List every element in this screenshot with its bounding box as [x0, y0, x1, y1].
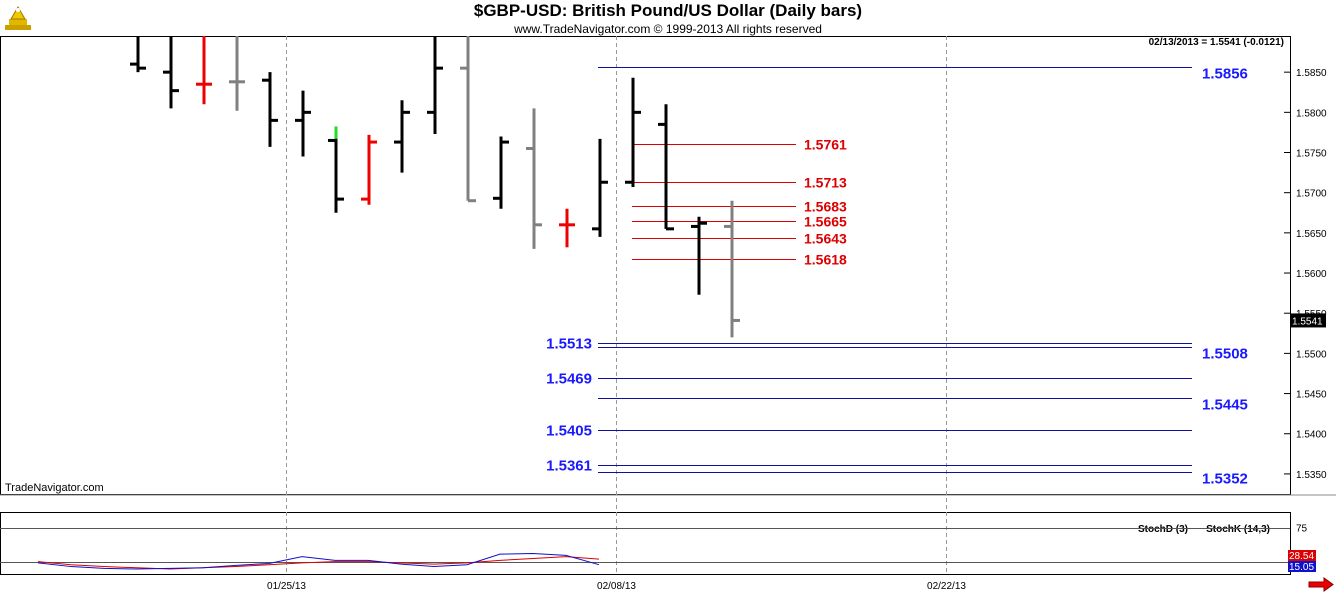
resistance-label: 1.5665	[804, 214, 847, 230]
x-tick-label: 02/08/13	[597, 581, 636, 592]
stoch-k-value-box	[1288, 561, 1316, 572]
support-label: 1.5856	[1202, 66, 1248, 83]
x-tick-label: 01/25/13	[267, 581, 306, 592]
resistance-label: 1.5683	[804, 199, 847, 215]
brand-label: TradeNavigator.com	[5, 482, 104, 494]
y-tick-label: 1.5500	[1296, 349, 1327, 360]
resistance-label: 1.5618	[804, 252, 847, 268]
resistance-label: 1.5713	[804, 175, 847, 191]
last-price-box	[1290, 313, 1326, 328]
stochastic-panel-frame	[0, 512, 1291, 575]
support-label: 1.5445	[1202, 397, 1248, 414]
y-tick-label: 1.5700	[1296, 189, 1327, 200]
y-tick-label: 1.5850	[1296, 68, 1327, 79]
stoch-tick-label: 75	[1296, 524, 1308, 535]
y-tick-label: 1.5600	[1296, 269, 1327, 280]
scroll-right-arrow-icon[interactable]	[1308, 577, 1334, 592]
y-tick-label: 1.5650	[1296, 229, 1327, 240]
y-tick-label: 1.5750	[1296, 149, 1327, 160]
chart-title: $GBP-USD: British Pound/US Dollar (Daily…	[473, 1, 863, 20]
support-label: 1.5405	[546, 423, 592, 440]
trade-navigator-logo-icon	[5, 6, 31, 30]
stoch-k-value: 15.05	[1289, 562, 1314, 573]
stoch-k-line	[37, 553, 600, 570]
y-tick-label: 1.5450	[1296, 390, 1327, 401]
resistance-label: 1.5643	[804, 231, 847, 247]
copyright-text: www.TradeNavigator.com © 1999-2013 All r…	[514, 22, 822, 36]
stoch-d-line	[37, 556, 600, 570]
stoch-d-legend: StochD (3)	[1138, 524, 1188, 535]
support-label: 1.5361	[546, 458, 592, 475]
stoch-k-legend: StochK (14,3)	[1206, 524, 1270, 535]
last-price-label: 1.5541	[1292, 316, 1323, 327]
stoch-d-value-box	[1288, 550, 1316, 561]
y-tick-label: 1.5800	[1296, 108, 1327, 119]
price-readout: 02/13/2013 = 1.5541 (-0.0121)	[1148, 37, 1284, 48]
y-tick-label: 1.5350	[1296, 470, 1327, 481]
x-tick-label: 02/22/13	[927, 581, 966, 592]
stoch-d-value: 28.54	[1289, 551, 1314, 562]
y-tick-label: 1.5400	[1296, 430, 1327, 441]
support-label: 1.5469	[546, 371, 592, 388]
resistance-label: 1.5761	[804, 137, 847, 153]
support-label: 1.5513	[546, 336, 592, 353]
price-panel-frame	[0, 36, 1291, 495]
support-label: 1.5352	[1202, 471, 1248, 488]
support-label: 1.5508	[1202, 346, 1248, 363]
